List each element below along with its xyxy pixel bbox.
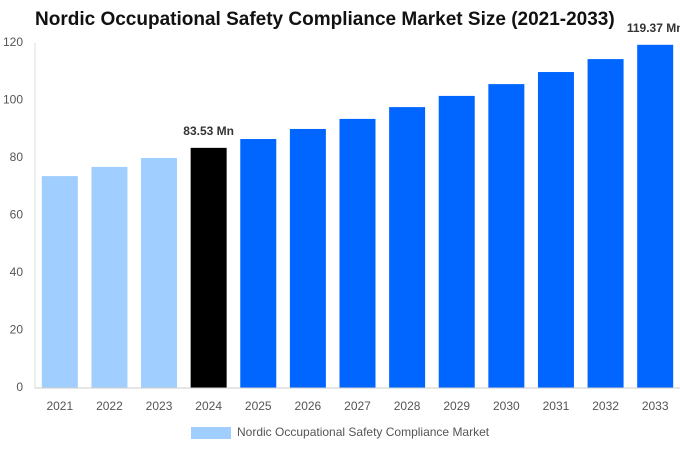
x-tick-label: 2033 (642, 399, 669, 413)
value-label: 83.53 Mn (183, 124, 234, 138)
x-tick-label: 2021 (46, 399, 73, 413)
bar (240, 139, 277, 388)
bar (190, 147, 227, 388)
bar (289, 128, 326, 388)
x-tick-label: 2022 (96, 399, 123, 413)
bar (537, 72, 574, 388)
y-tick-label: 120 (3, 35, 23, 49)
bar (141, 158, 178, 388)
bar (438, 95, 475, 389)
y-tick-label: 40 (10, 265, 24, 279)
x-tick-label: 2030 (493, 399, 520, 413)
y-tick-label: 80 (10, 150, 24, 164)
bar (488, 84, 525, 389)
x-tick-label: 2031 (543, 399, 570, 413)
legend-swatch (191, 427, 231, 439)
x-tick-label: 2025 (245, 399, 272, 413)
value-label: 119.37 Mn (627, 21, 680, 35)
y-tick-label: 0 (16, 380, 23, 394)
bar (41, 176, 78, 388)
x-tick-label: 2028 (394, 399, 421, 413)
y-tick-label: 100 (3, 93, 23, 107)
bar (637, 44, 674, 388)
x-tick-label: 2026 (295, 399, 322, 413)
x-tick-label: 2023 (146, 399, 173, 413)
chart-title: Nordic Occupational Safety Compliance Ma… (35, 9, 615, 30)
y-tick-label: 60 (10, 208, 24, 222)
x-tick-label: 2032 (592, 399, 619, 413)
bar (339, 118, 376, 389)
x-tick-label: 2029 (443, 399, 470, 413)
x-tick-label: 2024 (195, 399, 222, 413)
bar (587, 59, 624, 388)
bar (389, 107, 426, 389)
bar (91, 166, 128, 388)
y-tick-label: 20 (10, 323, 24, 337)
legend-label: Nordic Occupational Safety Compliance Ma… (237, 425, 490, 439)
x-tick-label: 2027 (344, 399, 371, 413)
